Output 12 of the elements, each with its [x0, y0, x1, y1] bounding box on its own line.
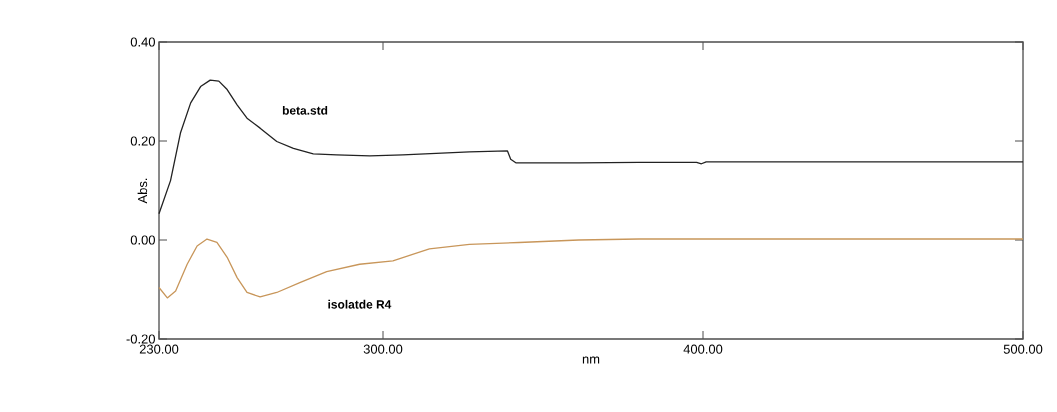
x-tick-label: 300.00 — [363, 344, 403, 354]
x-tick-label: 400.00 — [683, 344, 723, 354]
y-tick-label: -0.20 — [126, 334, 155, 344]
text: isolatde R4 — [328, 299, 392, 309]
x-axis-title: nm — [582, 356, 600, 364]
y-tick-label: 0.40 — [130, 37, 155, 47]
text: beta.std — [282, 105, 328, 115]
y-tick-label: 0.20 — [130, 136, 155, 146]
x-tick-label: 500.00 — [1003, 344, 1043, 354]
x-tick-label: 230.00 — [139, 344, 179, 354]
y-axis-title: Abs. — [137, 178, 148, 204]
y-tick-label: 0.00 — [130, 235, 155, 245]
